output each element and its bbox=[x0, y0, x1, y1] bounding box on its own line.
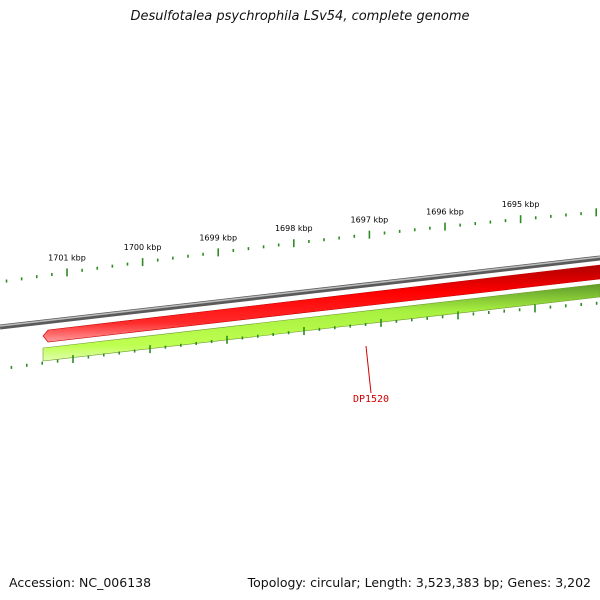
scale-label: 1698 kbp bbox=[275, 224, 313, 233]
scale-label: 1701 kbp bbox=[48, 253, 86, 262]
gene-dp1520[interactable] bbox=[42, 264, 600, 343]
scale-label: 1695 kbp bbox=[502, 200, 540, 209]
scale-label: 1696 kbp bbox=[426, 208, 464, 217]
scale-labels: 1701 kbp 1700 kbp 1699 kbp 1698 kbp 1697 kbp… bbox=[48, 200, 539, 262]
inner-scale-ticks bbox=[10, 301, 598, 369]
scale-label: 1699 kbp bbox=[199, 233, 237, 242]
genome-backbone-highlight bbox=[0, 256, 600, 327]
gene-reverse[interactable] bbox=[42, 283, 600, 362]
scale-label: 1700 kbp bbox=[124, 243, 162, 252]
genome-backbone bbox=[0, 255, 600, 330]
genome-summary-text: Topology: circular; Length: 3,523,383 bp… bbox=[247, 575, 591, 590]
genome-title: Desulfotalea psychrophila LSv54, complet… bbox=[130, 9, 470, 24]
outer-scale-ticks bbox=[5, 208, 598, 283]
scale-label: 1697 kbp bbox=[351, 216, 389, 225]
accession-text: Accession: NC_006138 bbox=[9, 575, 152, 590]
gene-label-pointer bbox=[365, 345, 372, 394]
gene-label-dp1520[interactable]: DP1520 bbox=[353, 394, 389, 405]
